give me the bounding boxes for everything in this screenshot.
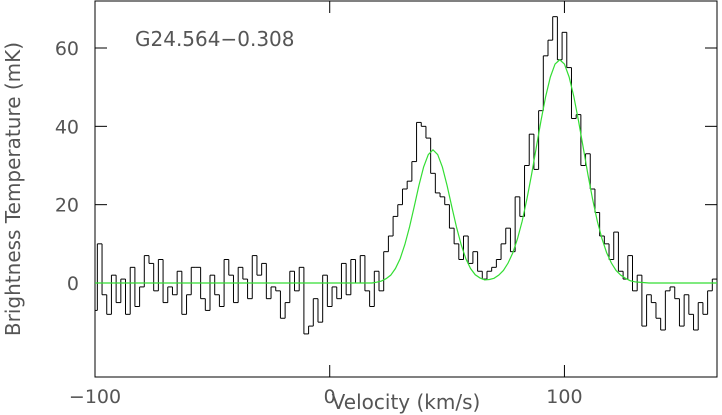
- x-tick-label: −100: [69, 386, 121, 408]
- y-tick-label: 20: [55, 195, 79, 217]
- plot-frame: [94, 0, 718, 378]
- x-tick-label: 0: [324, 386, 336, 408]
- x-tick-label: 100: [546, 386, 582, 408]
- y-tick-label: 0: [67, 273, 79, 295]
- y-tick-label: 40: [55, 116, 79, 138]
- y-axis-label: Brightness Temperature (mK): [1, 42, 25, 336]
- x-axis-label: Velocity (km/s): [332, 390, 481, 414]
- annotation: G24.564−0.308: [135, 27, 295, 51]
- fit-curve: [95, 58, 717, 284]
- y-tick-label: 60: [55, 38, 79, 60]
